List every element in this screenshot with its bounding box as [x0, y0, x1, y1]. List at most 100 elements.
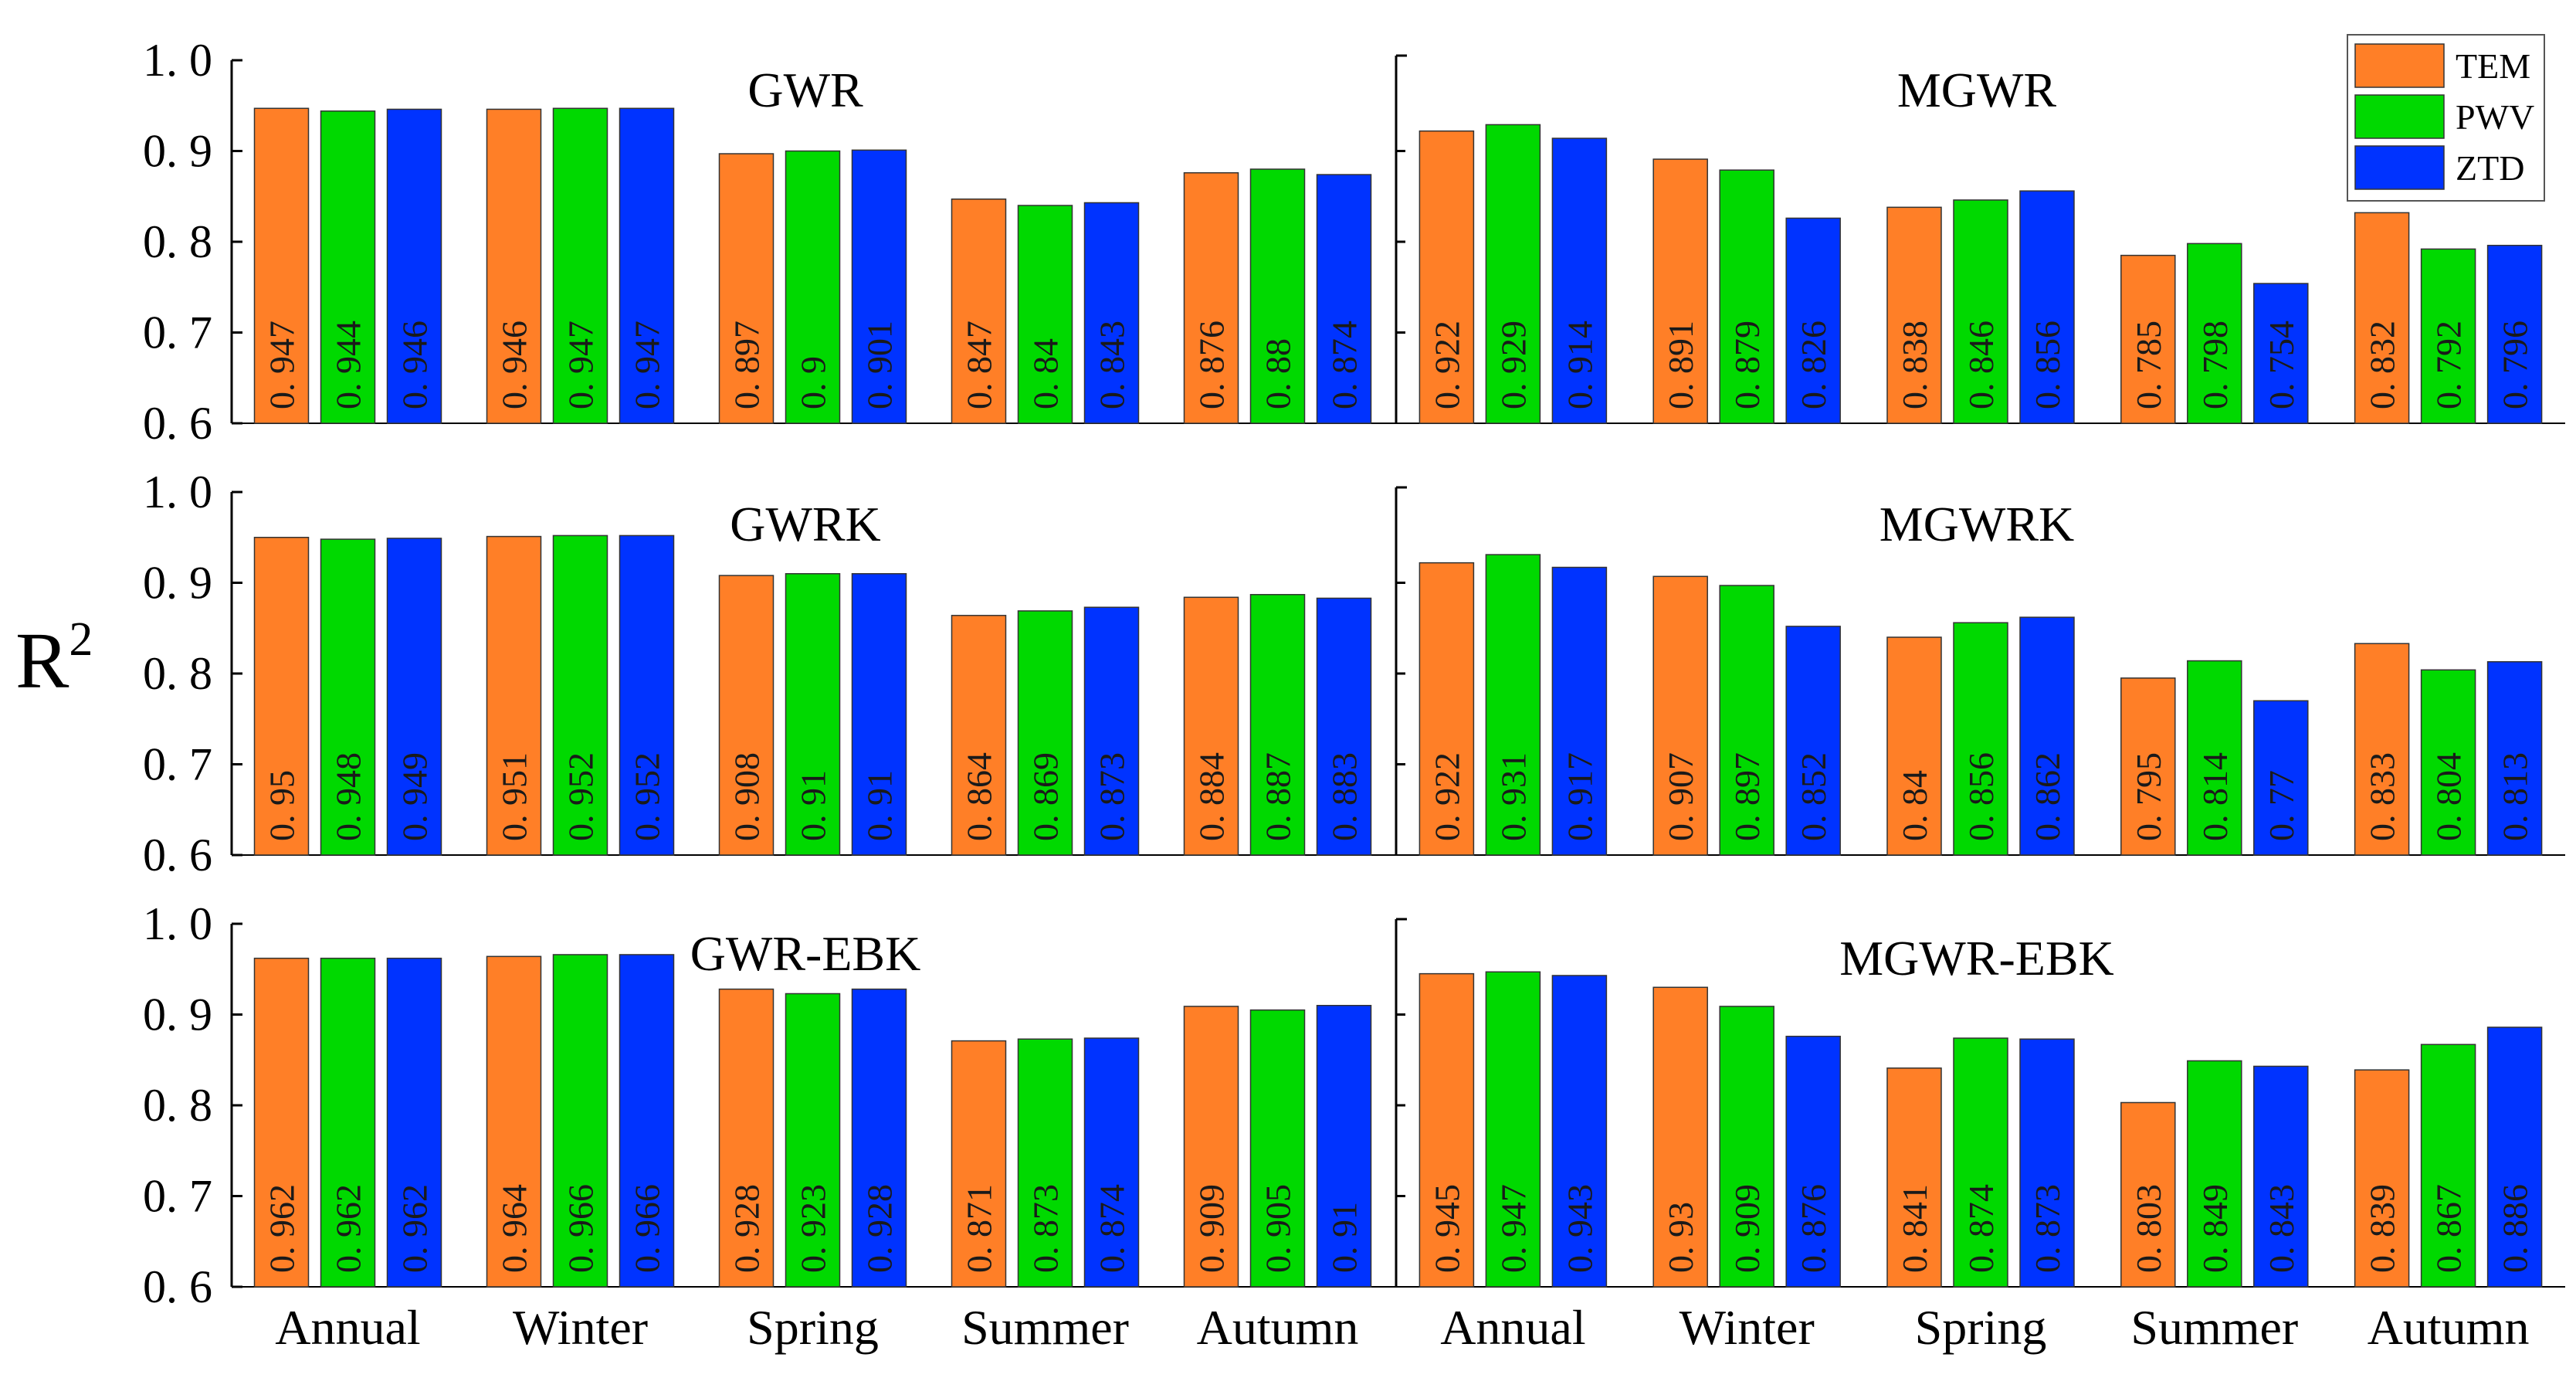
legend-label-ztd: ZTD	[2456, 148, 2524, 188]
bar-value-label: 0. 804	[2429, 752, 2469, 841]
bar-gwr-annual-pwv	[320, 110, 376, 424]
bar-mgwr-ebk-summer-pwv	[2187, 1060, 2242, 1288]
bar-gwr-ebk-autumn-ztd	[1316, 1005, 1372, 1288]
bar-value-label: 0. 905	[1259, 1184, 1298, 1273]
bar-gwr-spring-tem	[718, 153, 774, 424]
bar-gwr-ebk-winter-tem	[486, 955, 542, 1288]
labels-layer: GWR 0. 947 0. 944 0. 946 0. 946 0. 947 0. 947 0…	[263, 63, 2535, 1355]
x-tick-label-summer: Summer	[961, 1300, 1129, 1355]
bar-mgwr-ebk-winter-tem	[1652, 986, 1708, 1288]
bar-gwr-ebk-summer-ztd	[1083, 1037, 1140, 1288]
x-tick-label-winter: Winter	[1679, 1300, 1815, 1355]
panel-title-mgwr-ebk: MGWR-EBK	[1839, 931, 2114, 986]
bar-gwr-ebk-summer-tem	[951, 1040, 1007, 1288]
bar-value-label: 0. 873	[2028, 1184, 2067, 1273]
bar-gwrk-winter-pwv	[552, 534, 608, 856]
bar-gwr-summer-tem	[951, 199, 1007, 424]
bar-mgwr-winter-pwv	[1719, 169, 1774, 424]
y-axis-label: R2	[15, 613, 93, 705]
bar-mgwrk-autumn-pwv	[2420, 669, 2476, 856]
bar-value-label: 0. 852	[1794, 752, 1833, 841]
bars-layer	[253, 107, 2543, 1288]
bar-value-label: 0. 897	[1727, 752, 1767, 841]
bar-mgwrk-spring-pwv	[1953, 622, 2008, 856]
x-tick-label-spring: Spring	[747, 1300, 879, 1355]
bar-value-label: 0. 838	[1895, 321, 1934, 409]
bar-value-label: 0. 874	[1961, 1184, 2001, 1273]
bar-value-label: 0. 922	[1427, 752, 1466, 841]
bar-mgwr-winter-tem	[1652, 158, 1708, 424]
bar-value-label: 0. 88	[1259, 338, 1298, 409]
bar-value-label: 0. 949	[395, 752, 435, 841]
y-tick-label: 1. 0	[143, 467, 212, 518]
bar-mgwrk-winter-tem	[1652, 575, 1708, 856]
bar-mgwrk-summer-ztd	[2253, 700, 2309, 856]
bar-mgwr-spring-tem	[1886, 206, 1942, 424]
panel-title-mgwrk: MGWRK	[1879, 497, 2074, 551]
bar-mgwrk-annual-pwv	[1485, 554, 1541, 856]
y-tick-label: 1. 0	[143, 35, 212, 86]
legend-swatch-tem	[2354, 43, 2445, 88]
bar-value-label: 0. 95	[263, 770, 302, 841]
bar-value-label: 0. 839	[2363, 1184, 2402, 1273]
bar-value-label: 0. 966	[628, 1184, 667, 1273]
bar-gwr-ebk-annual-ztd	[386, 957, 442, 1288]
bar-mgwr-ebk-spring-ztd	[2019, 1038, 2075, 1288]
bar-gwr-autumn-tem	[1183, 171, 1239, 424]
bar-mgwr-autumn-pwv	[2420, 248, 2476, 424]
legend: TEM PWV ZTD	[2347, 34, 2545, 202]
bar-mgwr-ebk-winter-ztd	[1785, 1035, 1841, 1288]
bar-value-label: 0. 947	[561, 321, 601, 409]
bar-value-label: 0. 966	[561, 1184, 601, 1273]
bar-value-label: 0. 795	[2129, 752, 2168, 841]
bar-gwrk-winter-ztd	[619, 534, 675, 856]
bar-value-label: 0. 869	[1026, 752, 1066, 841]
x-tick-label-spring: Spring	[1915, 1300, 2047, 1355]
bar-gwr-ebk-autumn-pwv	[1249, 1009, 1306, 1288]
bar-mgwrk-summer-tem	[2120, 677, 2176, 856]
bar-value-label: 0. 962	[329, 1184, 368, 1273]
bar-value-label: 0. 91	[794, 770, 833, 841]
bar-gwr-summer-ztd	[1083, 202, 1140, 424]
bar-value-label: 0. 754	[2262, 321, 2301, 409]
bar-value-label: 0. 803	[2129, 1184, 2168, 1273]
bar-value-label: 0. 874	[1093, 1184, 1132, 1273]
bar-value-label: 0. 847	[960, 321, 999, 409]
bar-value-label: 0. 84	[1026, 338, 1066, 409]
bar-value-label: 0. 923	[794, 1184, 833, 1273]
bar-value-label: 0. 931	[1493, 752, 1533, 841]
bar-mgwr-annual-pwv	[1485, 124, 1541, 424]
bar-mgwr-spring-ztd	[2019, 190, 2075, 424]
bar-mgwr-ebk-autumn-pwv	[2420, 1044, 2476, 1288]
bar-gwrk-summer-pwv	[1017, 610, 1073, 856]
bar-gwr-ebk-annual-pwv	[320, 957, 376, 1288]
bar-gwrk-autumn-tem	[1183, 596, 1239, 856]
bar-gwrk-summer-tem	[951, 615, 1007, 856]
bar-value-label: 0. 947	[263, 321, 302, 409]
bar-value-label: 0. 814	[2195, 752, 2235, 841]
bar-gwr-ebk-winter-ztd	[619, 954, 675, 1288]
bar-value-label: 0. 964	[495, 1184, 534, 1273]
bar-value-label: 0. 947	[1493, 1184, 1533, 1273]
bar-value-label: 0. 796	[2496, 321, 2535, 409]
legend-label-tem: TEM	[2456, 46, 2530, 86]
x-tick-label-autumn: Autumn	[2368, 1300, 2530, 1355]
bar-mgwrk-summer-pwv	[2187, 660, 2242, 856]
bar-value-label: 0. 871	[960, 1184, 999, 1273]
y-tick-label: 0. 6	[143, 1261, 212, 1312]
bar-gwr-spring-pwv	[785, 150, 841, 424]
bar-gwr-winter-ztd	[619, 107, 675, 424]
bar-mgwrk-annual-ztd	[1551, 566, 1608, 856]
bar-value-label: 0. 856	[2028, 321, 2067, 409]
bar-value-label: 0. 792	[2429, 321, 2469, 409]
y-tick-label: 0. 7	[143, 1171, 212, 1222]
bar-gwrk-spring-tem	[718, 575, 774, 856]
bar-gwr-autumn-pwv	[1249, 168, 1306, 424]
bar-mgwr-spring-pwv	[1953, 199, 2008, 424]
bar-gwr-annual-ztd	[386, 108, 442, 424]
y-tick-label: 0. 8	[143, 216, 212, 267]
legend-swatch-pwv	[2354, 94, 2445, 139]
bar-mgwr-ebk-annual-pwv	[1485, 971, 1541, 1288]
bar-mgwr-annual-ztd	[1551, 137, 1608, 424]
bar-mgwr-summer-tem	[2120, 254, 2176, 424]
